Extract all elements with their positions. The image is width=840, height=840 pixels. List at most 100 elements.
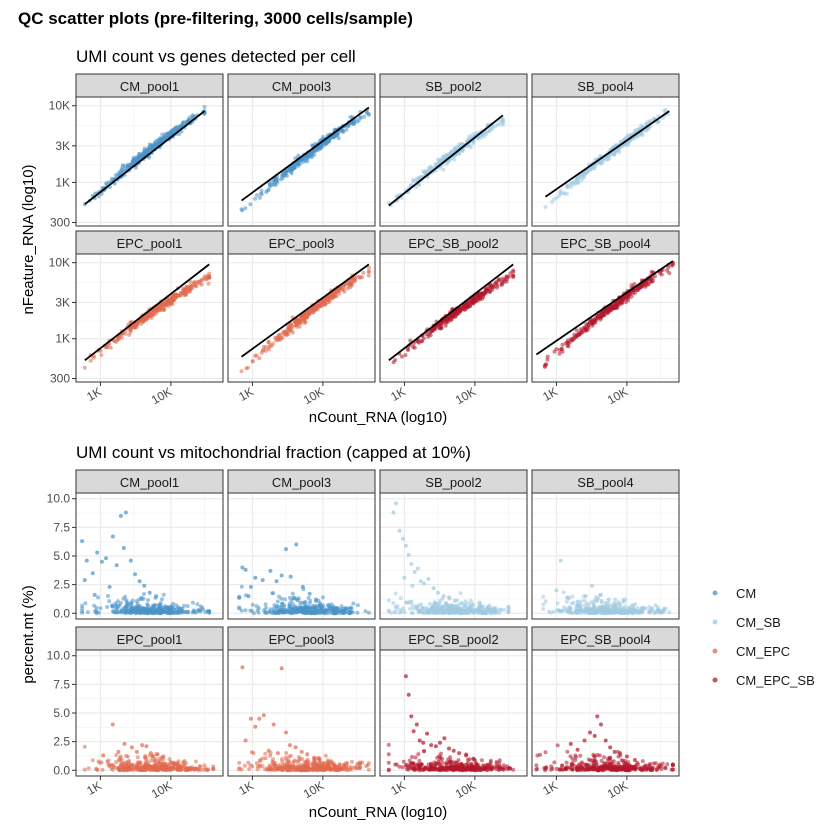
data-point — [617, 606, 622, 611]
data-point — [329, 762, 334, 767]
data-point — [586, 325, 591, 330]
data-point — [242, 763, 247, 768]
outlier-point — [613, 602, 618, 607]
outlier-point — [391, 510, 396, 515]
data-point — [386, 609, 391, 613]
data-point — [283, 332, 288, 337]
data-point — [130, 159, 135, 164]
data-point — [120, 164, 125, 169]
data-point — [251, 751, 256, 755]
data-point — [206, 281, 211, 286]
outlier-point — [122, 741, 127, 746]
data-point — [257, 356, 262, 361]
data-point — [566, 344, 571, 349]
data-point — [358, 115, 363, 120]
data-point — [570, 594, 575, 599]
data-point — [116, 604, 121, 609]
y-tick-label: 7.5 — [53, 520, 70, 534]
data-point — [439, 325, 444, 330]
data-point — [194, 759, 198, 764]
outlier-point — [409, 562, 414, 566]
data-point — [482, 134, 487, 139]
data-point — [355, 274, 360, 279]
data-point — [607, 309, 612, 314]
y-tick-label: 1K — [55, 332, 70, 346]
data-point — [366, 610, 371, 615]
data-point — [413, 178, 418, 183]
data-point — [272, 603, 277, 608]
data-point — [500, 121, 505, 126]
data-point — [594, 599, 599, 604]
data-point — [341, 287, 346, 292]
x-tick-label: 10K — [453, 384, 478, 407]
data-point — [365, 763, 370, 768]
data-point — [125, 601, 130, 606]
data-point — [158, 308, 163, 313]
data-point — [177, 132, 182, 136]
data-point — [590, 320, 595, 325]
panel-border — [227, 96, 376, 227]
outlier-point — [554, 588, 559, 593]
data-point — [188, 279, 193, 284]
data-point — [287, 167, 292, 172]
data-point — [647, 605, 652, 610]
data-point — [453, 147, 457, 152]
data-point — [174, 603, 179, 608]
data-point — [129, 600, 133, 605]
data-point — [541, 602, 546, 607]
data-point — [144, 151, 149, 155]
data-point — [466, 605, 471, 610]
outlier-point — [114, 563, 119, 568]
data-point — [325, 758, 330, 763]
outlier-point — [257, 716, 262, 721]
data-point — [211, 766, 216, 771]
outlier-point — [436, 590, 440, 595]
data-point — [293, 323, 298, 328]
data-point — [263, 602, 268, 607]
data-point — [176, 766, 181, 771]
data-point — [278, 177, 283, 182]
figure-title: QC scatter plots (pre-filtering, 3000 ce… — [18, 9, 413, 28]
data-point — [237, 766, 242, 771]
data-point — [329, 602, 334, 607]
data-point — [599, 600, 604, 605]
data-point — [124, 754, 129, 758]
y-tick-label: 0.0 — [53, 606, 70, 620]
outlier-point — [80, 539, 85, 544]
outlier-point — [406, 552, 411, 557]
outlier-point — [268, 568, 273, 573]
panel-border — [75, 253, 224, 383]
data-point — [280, 759, 285, 764]
data-point — [598, 161, 603, 166]
data-point — [278, 332, 283, 337]
data-point — [586, 321, 591, 326]
data-point — [506, 606, 511, 611]
outlier-point — [154, 752, 159, 757]
data-point — [94, 767, 99, 772]
outlier-point — [134, 749, 139, 754]
outlier-point — [621, 599, 626, 604]
data-point — [82, 744, 87, 749]
panel-SB_pool2: SB_pool2 — [379, 469, 528, 620]
data-point — [605, 610, 609, 615]
data-point — [273, 610, 278, 615]
data-point — [667, 610, 672, 615]
data-point — [561, 590, 566, 595]
data-point — [129, 327, 133, 332]
data-point — [490, 288, 495, 292]
data-point — [612, 152, 616, 157]
data-point — [153, 763, 158, 768]
data-point — [560, 342, 565, 347]
data-point — [149, 315, 154, 320]
data-point — [416, 339, 421, 344]
data-point — [444, 600, 448, 605]
data-point — [600, 604, 605, 609]
data-point — [545, 354, 550, 359]
data-point — [562, 605, 566, 610]
data-point — [143, 767, 148, 772]
panel-SB_pool4: SB_pool4 — [531, 73, 680, 227]
data-point — [139, 595, 144, 600]
